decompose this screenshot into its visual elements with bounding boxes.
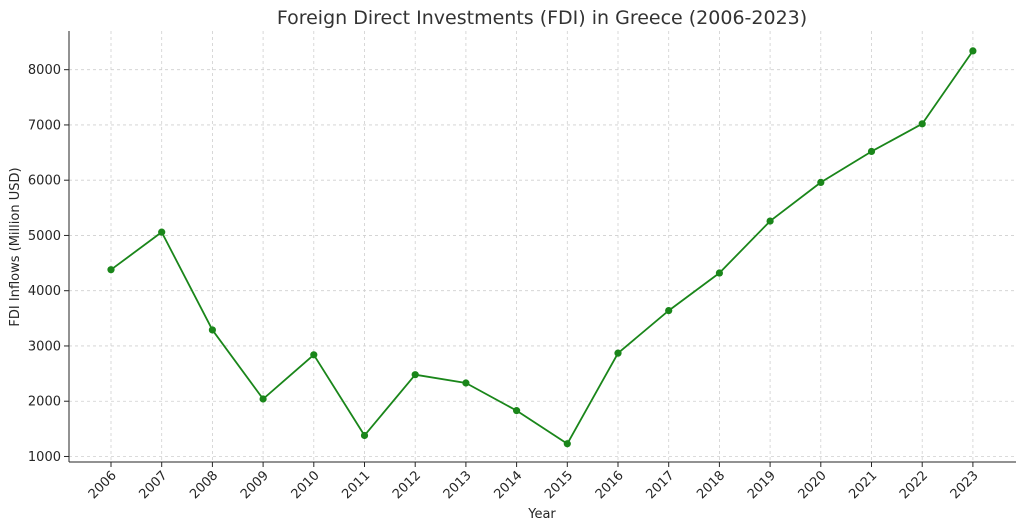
data-point — [107, 266, 115, 274]
data-point — [918, 120, 926, 128]
x-tick-label: 2011 — [339, 468, 373, 502]
x-tick-label: 2021 — [846, 468, 880, 502]
x-tick-label: 2008 — [187, 468, 221, 502]
x-axis-label: Year — [527, 507, 556, 522]
data-point — [208, 326, 216, 334]
x-tick-label: 2015 — [542, 468, 576, 502]
series-layer — [107, 47, 977, 448]
x-tick-label: 2009 — [238, 468, 272, 502]
data-point — [969, 47, 977, 55]
y-tick-label: 6000 — [28, 174, 61, 189]
grid-layer — [69, 31, 1016, 462]
x-tick-label: 2013 — [441, 468, 475, 502]
x-tick-label: 2020 — [796, 468, 830, 502]
x-tick-label: 2017 — [644, 468, 678, 502]
data-point — [867, 147, 876, 156]
data-point — [665, 306, 673, 315]
data-point — [360, 431, 369, 440]
y-tick-label: 3000 — [28, 339, 61, 354]
x-tick-label: 2010 — [289, 468, 323, 502]
y-tick-label: 5000 — [28, 229, 61, 244]
y-tick-label: 7000 — [28, 118, 61, 133]
x-tick-label: 2012 — [390, 468, 424, 502]
data-point — [513, 407, 521, 415]
data-point — [462, 379, 470, 387]
x-tick-label: 2018 — [694, 468, 728, 502]
series-line — [110, 50, 974, 445]
data-point — [411, 371, 419, 379]
x-tick-label: 2014 — [491, 468, 525, 502]
x-tick-label: 2006 — [86, 468, 120, 502]
data-point — [259, 395, 267, 403]
data-point — [310, 351, 318, 359]
x-tick-label: 2023 — [948, 468, 982, 502]
y-tick-label: 2000 — [28, 395, 61, 410]
axes-layer: 2006 2007 2008 2009 2010 2011 2012 2013 2014 2015… — [28, 31, 1016, 502]
data-point — [614, 349, 622, 357]
x-tick-label: 2022 — [897, 468, 931, 502]
y-axis-label: FDI Inflows (Million USD) — [8, 167, 23, 326]
y-tick-label: 1000 — [28, 450, 61, 465]
y-tick-label: 4000 — [28, 284, 61, 299]
data-point — [766, 217, 774, 225]
y-tick-label: 8000 — [28, 63, 61, 78]
data-point — [563, 440, 571, 448]
x-tick-label: 2016 — [593, 468, 627, 502]
data-point — [715, 269, 724, 277]
x-tick-label: 2007 — [137, 468, 171, 502]
data-point — [158, 228, 166, 236]
chart-title: Foreign Direct Investments (FDI) in Gree… — [277, 7, 807, 29]
data-point — [817, 178, 825, 187]
x-tick-label: 2019 — [745, 468, 779, 502]
